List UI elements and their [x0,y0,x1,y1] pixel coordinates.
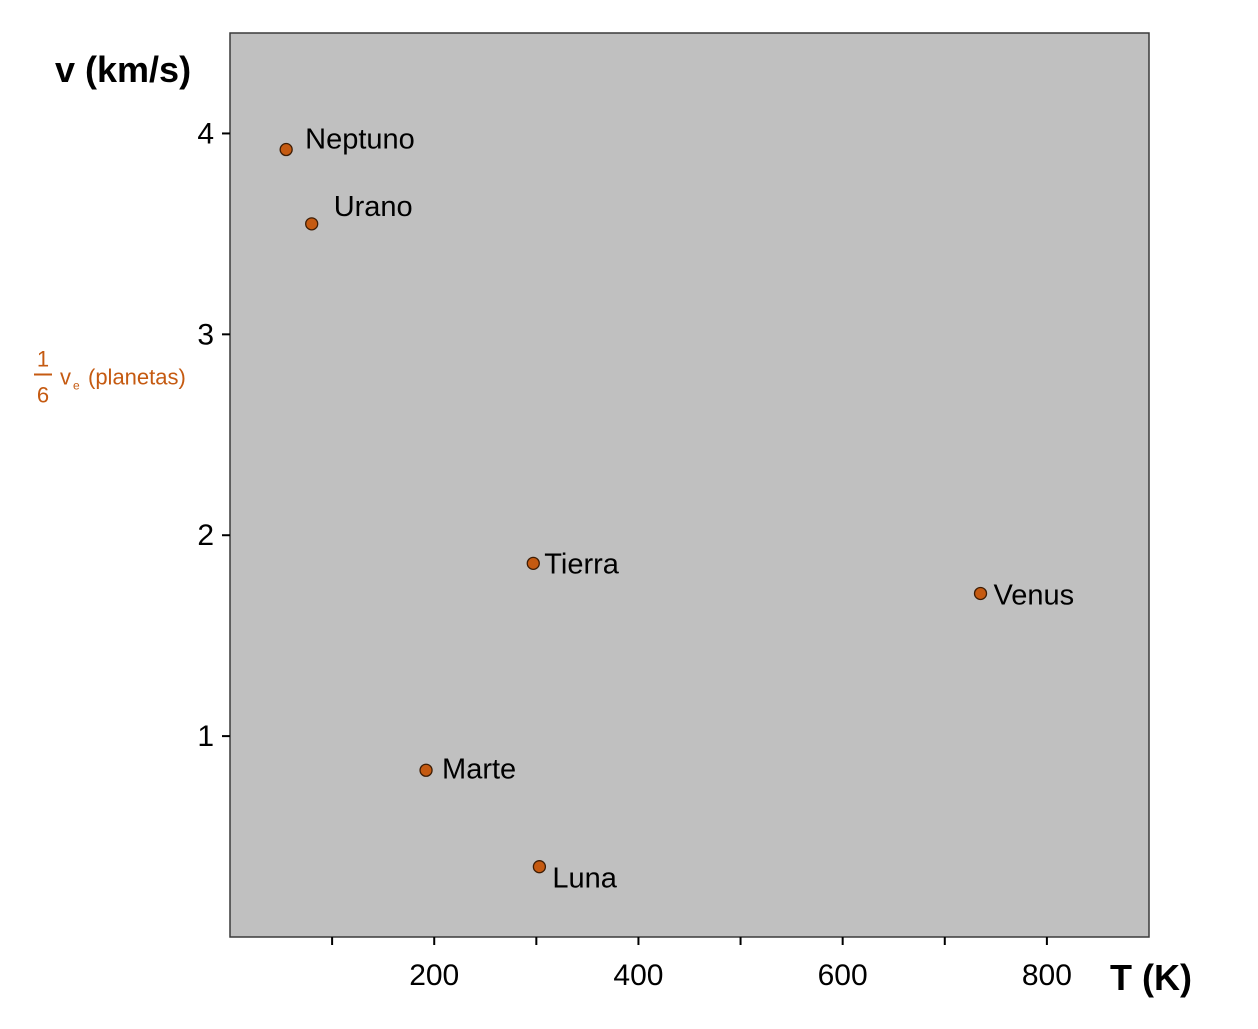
annotation-text: (planetas) [88,365,186,390]
annotation-numerator: 1 [37,347,49,372]
point-label: Luna [552,863,617,895]
data-point [419,763,433,777]
x-tick-label: 800 [1022,959,1072,992]
plot-area [229,32,1150,938]
data-point [532,860,547,874]
point-label: Tierra [544,548,620,580]
y-tick-label: 2 [197,519,214,552]
x-axis-title: T (K) [1110,957,1192,998]
x-tick-label: 600 [818,959,868,992]
y-axis-ticks: 1 2 3 4 [197,117,230,753]
point-label: Urano [334,191,413,223]
data-point [526,556,540,570]
x-tick-label: 400 [613,959,663,992]
annotation-symbol: v [60,365,71,390]
data-point [973,586,988,601]
data-point [279,142,293,157]
annotation-subscript: e [73,379,80,393]
escape-velocity-annotation: 1 6 v e (planetas) [34,347,186,408]
y-axis-title: v (km/s) [55,49,191,90]
x-tick-label: 200 [409,959,459,992]
point-label: Neptuno [305,124,415,156]
data-points: Neptuno Urano Tierra Venus Marte Luna [279,124,1075,895]
y-tick-label: 4 [197,117,214,150]
point-label: Venus [994,579,1075,611]
data-point [305,217,319,231]
x-axis-ticks: 200 400 600 800 [331,937,1072,992]
y-tick-label: 1 [197,720,214,753]
annotation-denominator: 6 [37,383,49,408]
y-tick-label: 3 [197,318,214,351]
point-label: Marte [442,753,516,785]
